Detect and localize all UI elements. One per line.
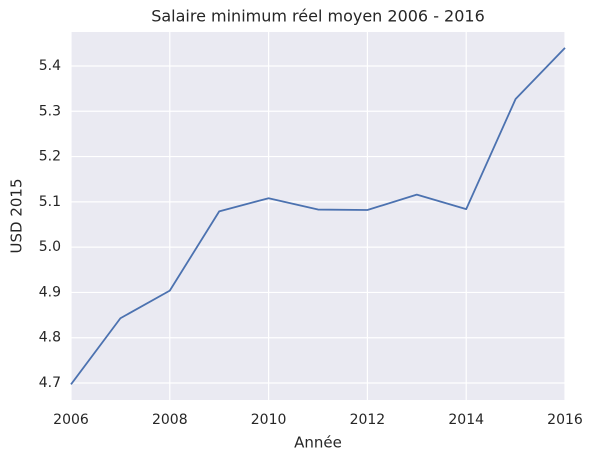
y-tick-label: 4.7 (39, 375, 61, 391)
y-tick-label: 5.0 (39, 239, 61, 255)
y-axis-label: USD 2015 (8, 179, 26, 254)
x-tick-label: 2014 (448, 412, 484, 428)
marks (70, 47, 566, 385)
y-tick-label: 4.9 (39, 284, 61, 300)
chart-title: Salaire minimum réel moyen 2006 - 2016 (151, 7, 485, 26)
plot-area (71, 32, 565, 400)
y-tick-label: 5.3 (39, 103, 61, 119)
y-tick-label: 5.1 (39, 194, 61, 210)
y-tick-label: 4.8 (39, 330, 61, 346)
x-tick-label: 2008 (152, 412, 188, 428)
y-tick-label: 5.2 (39, 149, 61, 165)
x-axis-label: Année (294, 434, 342, 452)
x-tick-label: 2012 (350, 412, 386, 428)
x-tick-label: 2016 (547, 412, 583, 428)
line (70, 47, 566, 385)
grid (70, 32, 566, 400)
y-tick-label: 5.4 (39, 58, 61, 74)
x-tick-label: 2010 (251, 412, 287, 428)
x-tick-label: 2006 (53, 412, 89, 428)
